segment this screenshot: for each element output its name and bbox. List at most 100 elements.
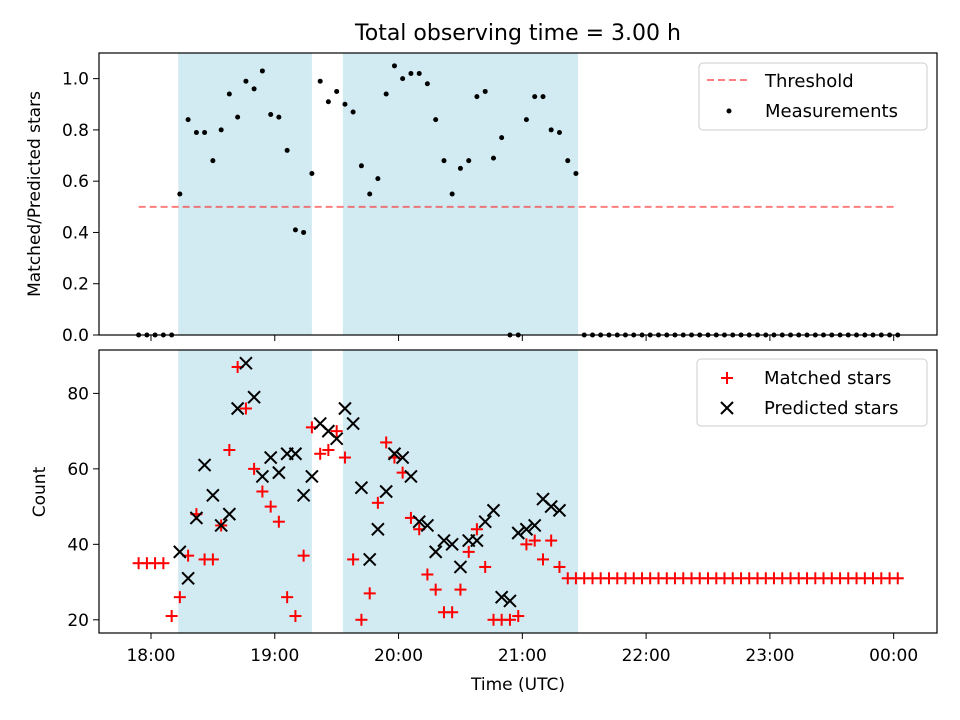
measurement-point xyxy=(548,127,554,133)
matched-star-point xyxy=(520,538,533,551)
matched-star-point xyxy=(380,436,393,449)
measurement-point xyxy=(375,176,381,182)
x-tick-label: 18:00 xyxy=(126,646,175,666)
bottom-shaded-intervals xyxy=(178,350,579,633)
matched-star-point xyxy=(281,591,294,604)
measurement-point xyxy=(416,71,422,77)
y-tick-label: 0.8 xyxy=(62,121,89,141)
predicted-star-point xyxy=(379,484,393,499)
measurement-point xyxy=(565,158,571,164)
matched-star-point xyxy=(165,610,178,623)
matched-star-point xyxy=(479,560,492,573)
measurement-point xyxy=(449,191,455,197)
x-tick-label: 19:00 xyxy=(250,646,299,666)
top-y-axis-label: Matched/Predicted stars xyxy=(25,91,45,297)
y-tick-label: 60 xyxy=(67,460,89,480)
measurement-point xyxy=(457,165,463,171)
measurement-point xyxy=(276,114,282,120)
measurement-point xyxy=(482,88,488,94)
matched-star-point xyxy=(454,583,467,596)
measurement-point xyxy=(540,94,546,100)
matched-star-point xyxy=(223,443,236,456)
y-tick-label: 40 xyxy=(67,535,89,555)
predicted-star-point xyxy=(255,469,270,484)
matched-star-point xyxy=(206,553,219,566)
measurement-point xyxy=(490,155,496,161)
predicted-star-point xyxy=(528,518,542,533)
y-tick-label: 1.0 xyxy=(62,70,89,90)
y-tick-label: 80 xyxy=(67,384,89,404)
measurement-point xyxy=(309,170,315,176)
matched-star-point xyxy=(512,610,525,623)
matched-star-point xyxy=(264,500,277,513)
chart-title: Total observing time = 3.00 h xyxy=(354,21,681,46)
measurement-point xyxy=(556,129,562,135)
matched-star-point xyxy=(297,549,310,562)
matched-star-point xyxy=(553,560,566,573)
measurement-point xyxy=(433,117,439,123)
matched-star-point xyxy=(289,610,302,623)
predicted-star-point xyxy=(519,522,534,536)
matched-star-point xyxy=(371,496,384,509)
matched-star-point xyxy=(363,587,376,600)
matched-star-point xyxy=(239,402,252,415)
top-legend-box xyxy=(698,62,928,131)
predicted-star-point xyxy=(437,533,451,548)
measurement-point xyxy=(284,147,290,153)
measurement-point xyxy=(342,101,348,107)
measurement-point xyxy=(235,114,241,120)
predicted-star-point xyxy=(206,488,220,502)
bottom-y-ticks: 20 40 60 80 xyxy=(67,384,99,631)
measurement-point xyxy=(226,91,232,97)
predicted-star-point xyxy=(197,458,212,472)
predicted-star-point xyxy=(371,522,385,536)
bottom-axes-frame xyxy=(98,349,938,634)
matched-star-point xyxy=(537,553,550,566)
predicted-star-point xyxy=(428,545,443,559)
measurement-point xyxy=(391,63,397,69)
predicted-star-point xyxy=(214,518,228,533)
shaded-interval-0 xyxy=(178,53,312,335)
measurement-point xyxy=(466,158,472,164)
legend-predicted-label: Predicted stars xyxy=(764,398,898,419)
measurement-point xyxy=(441,158,447,164)
measurement-point xyxy=(177,191,183,197)
predicted-star-point xyxy=(189,511,204,525)
measurement-point xyxy=(218,127,224,133)
measurement-point xyxy=(424,81,430,87)
matched-star-point xyxy=(545,534,558,547)
top-axes-frame xyxy=(98,52,938,336)
y-tick-label: 0.4 xyxy=(62,223,89,243)
measurement-point xyxy=(408,71,414,77)
predicted-star-point xyxy=(503,594,517,608)
top-shaded-intervals xyxy=(178,53,579,335)
measurement-point xyxy=(334,88,340,94)
legend-matched-swatch xyxy=(721,372,733,384)
predicted-star-point xyxy=(363,552,377,567)
bottom-plot-marks xyxy=(132,356,904,626)
top-x-ticks xyxy=(150,335,895,341)
predicted-star-point xyxy=(470,533,484,548)
matched-star-point xyxy=(272,515,285,528)
matched-star-point xyxy=(462,545,475,558)
top-y-ticks: 0.0 0.2 0.4 0.6 0.8 1.0 xyxy=(62,70,99,346)
matched-star-point xyxy=(429,583,442,596)
predicted-star-point xyxy=(272,465,286,480)
matched-star-point xyxy=(503,613,516,626)
predicted-star-point xyxy=(511,526,525,540)
matched-star-point xyxy=(528,534,541,547)
matched-star-point xyxy=(470,523,483,536)
matched-star-point xyxy=(248,462,261,475)
predicted-star-point xyxy=(420,518,435,533)
predicted-star-point xyxy=(395,450,410,465)
measurement-point xyxy=(573,170,579,176)
predicted-star-point xyxy=(494,590,509,604)
predicted-star-point xyxy=(453,560,468,574)
measurement-point xyxy=(251,86,257,92)
y-tick-label: 0.0 xyxy=(62,326,89,346)
predicted-star-point xyxy=(445,537,459,552)
legend-predicted-swatch xyxy=(720,401,734,415)
measurement-point xyxy=(193,129,199,135)
matched-star-point xyxy=(338,451,351,464)
